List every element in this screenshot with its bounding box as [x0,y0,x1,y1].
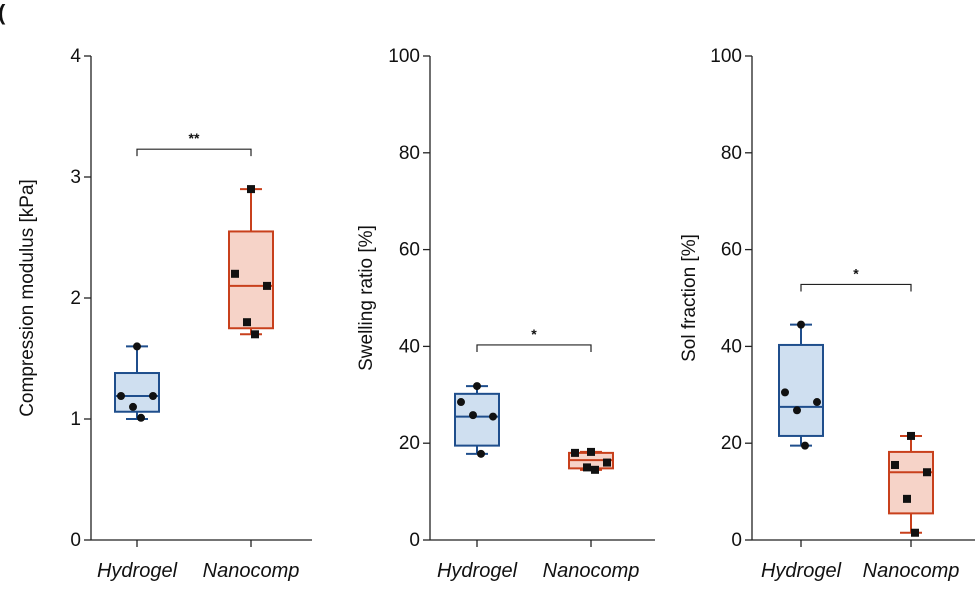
data-point [801,441,809,450]
data-point [469,411,477,420]
y-tick-label: 40 [721,336,742,357]
x-tick-label: Hydrogel [761,560,842,582]
box-hydrogel [114,342,160,422]
data-point [149,392,157,401]
y-tick-label: 80 [399,143,420,164]
x-tick-label: Nanocomp [543,560,640,582]
data-point [247,185,255,194]
data-point [903,494,911,503]
data-point [129,402,137,411]
y-tick-label: 60 [721,240,742,261]
data-point [591,465,599,474]
significance-label: ** [189,130,200,146]
significance-label: * [853,265,859,281]
data-point [251,330,259,339]
x-tick-label: Nanocomp [863,560,960,582]
data-point [231,269,239,278]
y-axis-title: Swelling ratio [%] [356,225,377,371]
data-point [477,449,485,458]
box-nanocomp [888,431,934,537]
chart-sol-fraction: 0 20 40 60 80 100 Sol fraction [%] Hydrogel Nano… [679,46,975,582]
box-nanocomp [228,185,274,339]
y-tick-label: 20 [721,433,742,454]
data-point [907,431,915,440]
y-axis-title: Sol fraction [%] [679,234,700,362]
data-point [117,392,125,401]
data-point [243,318,251,327]
panel-letter: ( [0,0,6,25]
chart-swelling-ratio: 0 20 40 60 80 100 Swelling ratio [%] Hydrogel Na… [356,46,655,582]
y-axis-title: Compression modulus [kPa] [17,179,38,417]
data-point [923,468,931,477]
data-point [797,320,805,329]
data-point [473,382,481,391]
y-tick-label: 100 [710,46,742,67]
significance-bracket [136,148,252,157]
y-tick-label: 4 [70,46,81,67]
y-tick-label: 20 [399,433,420,454]
data-point [603,458,611,467]
data-point [781,388,789,397]
data-point [911,528,919,537]
data-point [587,447,595,456]
significance-bracket [800,283,912,292]
y-tick-label: 0 [70,530,81,551]
significance-label: * [531,326,537,342]
chart-compression-modulus: 0 1 2 3 4 Compression modulus [kPa] Hydrogel Na… [17,46,312,582]
data-point [891,460,899,469]
y-tick-label: 1 [70,409,81,430]
box-hydrogel [778,320,824,450]
y-tick-label: 100 [388,46,420,67]
y-tick-label: 0 [409,530,420,551]
data-point [571,448,579,457]
data-point [137,413,145,422]
y-tick-label: 3 [70,167,81,188]
y-tick-label: 0 [731,530,742,551]
x-tick-label: Hydrogel [97,560,178,582]
significance-bracket [476,344,592,352]
box-nanocomp [568,447,614,474]
box-iqr [228,230,274,330]
box-iqr [888,450,934,515]
x-tick-label: Hydrogel [437,560,518,582]
data-point [457,398,465,407]
x-tick-label: Nanocomp [203,560,300,582]
data-point [263,281,271,290]
data-point [489,412,497,421]
box-hydrogel [454,382,500,458]
y-tick-label: 40 [399,336,420,357]
data-point [793,406,801,415]
data-point [583,463,591,472]
y-tick-label: 2 [70,288,81,309]
y-tick-label: 80 [721,143,742,164]
data-point [813,398,821,407]
data-point [133,342,141,351]
y-tick-label: 60 [399,240,420,261]
